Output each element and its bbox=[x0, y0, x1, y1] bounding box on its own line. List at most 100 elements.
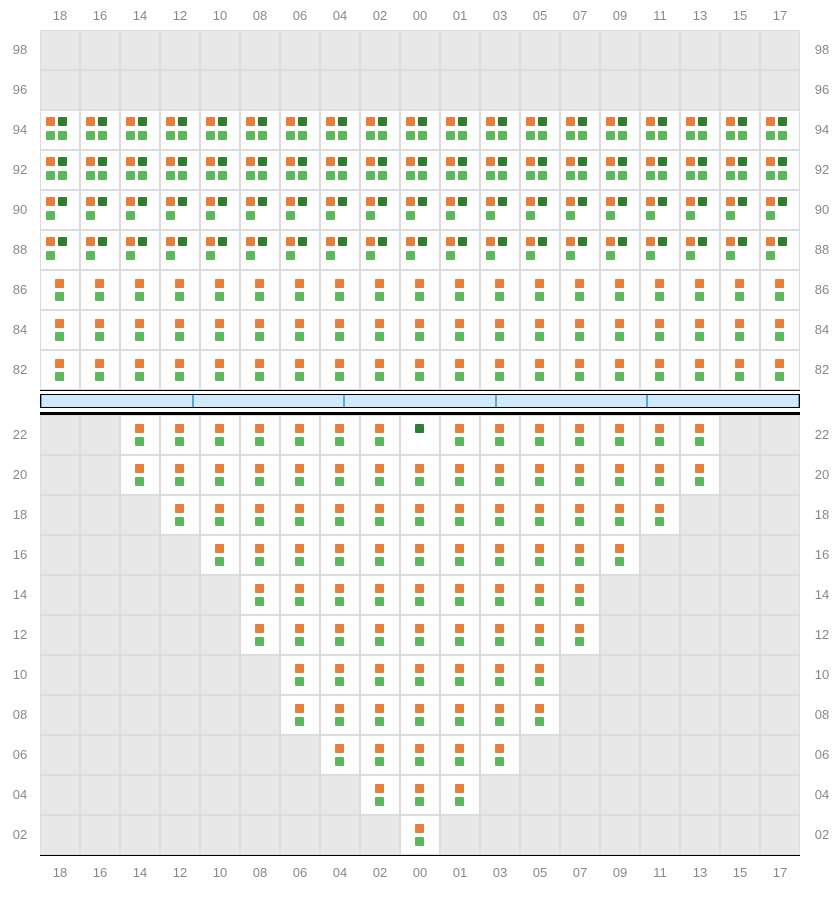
grid-cell[interactable] bbox=[40, 150, 80, 190]
grid-cell[interactable] bbox=[440, 270, 480, 310]
grid-cell[interactable] bbox=[160, 455, 200, 495]
grid-cell[interactable] bbox=[320, 310, 360, 350]
grid-cell[interactable] bbox=[360, 350, 400, 390]
grid-cell[interactable] bbox=[680, 230, 720, 270]
grid-cell[interactable] bbox=[280, 350, 320, 390]
grid-cell[interactable] bbox=[720, 310, 760, 350]
grid-cell[interactable] bbox=[640, 415, 680, 455]
grid-cell[interactable] bbox=[320, 350, 360, 390]
grid-cell[interactable] bbox=[440, 190, 480, 230]
grid-cell[interactable] bbox=[640, 190, 680, 230]
grid-cell[interactable] bbox=[560, 230, 600, 270]
grid-cell[interactable] bbox=[440, 495, 480, 535]
grid-cell[interactable] bbox=[640, 495, 680, 535]
grid-cell[interactable] bbox=[80, 310, 120, 350]
grid-cell[interactable] bbox=[280, 535, 320, 575]
grid-cell[interactable] bbox=[600, 110, 640, 150]
grid-cell[interactable] bbox=[480, 695, 520, 735]
grid-cell[interactable] bbox=[320, 535, 360, 575]
grid-cell[interactable] bbox=[640, 110, 680, 150]
grid-cell[interactable] bbox=[40, 310, 80, 350]
grid-cell[interactable] bbox=[360, 575, 400, 615]
grid-cell[interactable] bbox=[480, 455, 520, 495]
grid-cell[interactable] bbox=[320, 575, 360, 615]
grid-cell[interactable] bbox=[320, 495, 360, 535]
grid-cell[interactable] bbox=[480, 270, 520, 310]
grid-cell[interactable] bbox=[240, 310, 280, 350]
grid-cell[interactable] bbox=[320, 695, 360, 735]
grid-cell[interactable] bbox=[760, 150, 800, 190]
divider-segment[interactable] bbox=[496, 395, 648, 407]
grid-cell[interactable] bbox=[400, 575, 440, 615]
grid-cell[interactable] bbox=[560, 310, 600, 350]
grid-cell[interactable] bbox=[640, 455, 680, 495]
grid-cell[interactable] bbox=[600, 350, 640, 390]
grid-cell[interactable] bbox=[480, 415, 520, 455]
grid-cell[interactable] bbox=[40, 190, 80, 230]
grid-cell[interactable] bbox=[600, 495, 640, 535]
grid-cell[interactable] bbox=[680, 270, 720, 310]
divider-segment[interactable] bbox=[647, 395, 799, 407]
grid-cell[interactable] bbox=[280, 495, 320, 535]
grid-cell[interactable] bbox=[80, 150, 120, 190]
grid-cell[interactable] bbox=[240, 190, 280, 230]
grid-cell[interactable] bbox=[440, 575, 480, 615]
grid-cell[interactable] bbox=[40, 270, 80, 310]
grid-cell[interactable] bbox=[160, 230, 200, 270]
grid-cell[interactable] bbox=[440, 415, 480, 455]
grid-cell[interactable] bbox=[200, 310, 240, 350]
grid-cell[interactable] bbox=[600, 535, 640, 575]
grid-cell[interactable] bbox=[480, 735, 520, 775]
divider-segment[interactable] bbox=[193, 395, 345, 407]
grid-cell[interactable] bbox=[680, 415, 720, 455]
grid-cell[interactable] bbox=[400, 495, 440, 535]
grid-cell[interactable] bbox=[560, 270, 600, 310]
grid-cell[interactable] bbox=[360, 270, 400, 310]
grid-cell[interactable] bbox=[200, 415, 240, 455]
grid-cell[interactable] bbox=[640, 230, 680, 270]
grid-cell[interactable] bbox=[520, 110, 560, 150]
grid-cell[interactable] bbox=[240, 575, 280, 615]
grid-cell[interactable] bbox=[320, 655, 360, 695]
grid-cell[interactable] bbox=[280, 695, 320, 735]
grid-cell[interactable] bbox=[160, 310, 200, 350]
grid-cell[interactable] bbox=[360, 150, 400, 190]
grid-cell[interactable] bbox=[240, 415, 280, 455]
grid-cell[interactable] bbox=[560, 615, 600, 655]
grid-cell[interactable] bbox=[720, 350, 760, 390]
grid-cell[interactable] bbox=[480, 150, 520, 190]
grid-cell[interactable] bbox=[560, 455, 600, 495]
grid-cell[interactable] bbox=[600, 310, 640, 350]
grid-cell[interactable] bbox=[640, 350, 680, 390]
grid-cell[interactable] bbox=[560, 535, 600, 575]
grid-cell[interactable] bbox=[280, 270, 320, 310]
grid-cell[interactable] bbox=[400, 535, 440, 575]
grid-cell[interactable] bbox=[400, 695, 440, 735]
grid-cell[interactable] bbox=[80, 270, 120, 310]
grid-cell[interactable] bbox=[520, 270, 560, 310]
grid-cell[interactable] bbox=[120, 230, 160, 270]
grid-cell[interactable] bbox=[520, 230, 560, 270]
grid-cell[interactable] bbox=[120, 310, 160, 350]
grid-cell[interactable] bbox=[440, 455, 480, 495]
grid-cell[interactable] bbox=[200, 110, 240, 150]
grid-cell[interactable] bbox=[240, 270, 280, 310]
grid-cell[interactable] bbox=[680, 310, 720, 350]
grid-cell[interactable] bbox=[400, 815, 440, 855]
grid-cell[interactable] bbox=[560, 350, 600, 390]
grid-cell[interactable] bbox=[520, 655, 560, 695]
grid-cell[interactable] bbox=[520, 535, 560, 575]
grid-cell[interactable] bbox=[280, 230, 320, 270]
grid-cell[interactable] bbox=[280, 190, 320, 230]
grid-cell[interactable] bbox=[480, 535, 520, 575]
grid-cell[interactable] bbox=[280, 310, 320, 350]
grid-cell[interactable] bbox=[240, 535, 280, 575]
grid-cell[interactable] bbox=[80, 230, 120, 270]
grid-cell[interactable] bbox=[160, 415, 200, 455]
grid-cell[interactable] bbox=[480, 110, 520, 150]
grid-cell[interactable] bbox=[240, 615, 280, 655]
grid-cell[interactable] bbox=[480, 495, 520, 535]
grid-cell[interactable] bbox=[360, 110, 400, 150]
grid-cell[interactable] bbox=[80, 110, 120, 150]
grid-cell[interactable] bbox=[240, 350, 280, 390]
